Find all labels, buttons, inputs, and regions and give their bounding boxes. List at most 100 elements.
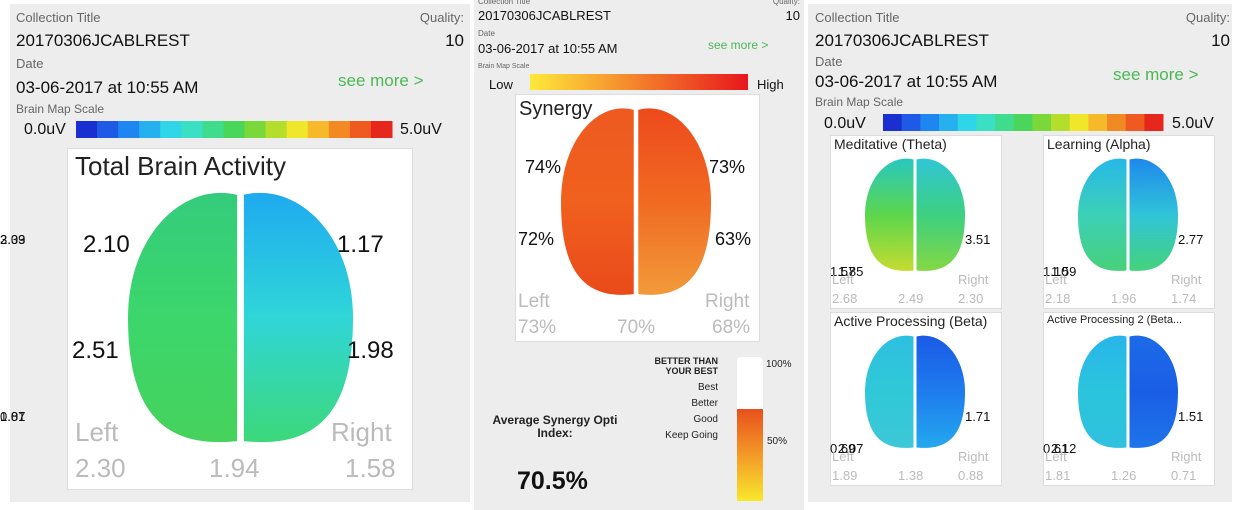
scale-segment — [202, 121, 224, 138]
gauge-level: Better — [691, 398, 718, 409]
scale-segment — [76, 121, 98, 138]
right-label: Right — [331, 417, 392, 447]
left-value: 2.30 — [75, 453, 126, 483]
scale-segment — [1069, 114, 1089, 131]
left-value: 2.68 — [832, 291, 858, 306]
quality: 10 — [445, 31, 464, 50]
bottom-left: 1.71 — [965, 409, 991, 424]
left-value: 1.89 — [832, 468, 858, 483]
label: Date — [478, 29, 495, 38]
gauge-label: 100% — [766, 359, 792, 370]
card-title: Active Processing (Beta) — [834, 313, 988, 329]
center-value: 1.26 — [1111, 468, 1137, 483]
right-label: Right — [958, 449, 989, 464]
right-label: Right — [705, 291, 750, 312]
scale-segment — [223, 121, 246, 138]
right-value: 1.74 — [1171, 291, 1197, 306]
see-more[interactable]: see more > — [708, 38, 769, 52]
scale-segment — [1013, 114, 1033, 131]
gauge-level: Best — [697, 382, 718, 393]
scale-segment — [181, 121, 203, 138]
top-right: 0.69 — [830, 441, 856, 456]
bottom-right: 0.81 — [0, 409, 26, 424]
bottom-right: 3.03 — [0, 232, 26, 247]
scale-segment — [244, 121, 267, 138]
bottom-left: 3.51 — [965, 232, 991, 247]
see-more[interactable]: see more > — [1113, 65, 1199, 84]
top-right: 1.17 — [337, 231, 384, 258]
center-value: 1.38 — [898, 468, 924, 483]
hemisphere — [865, 335, 914, 448]
scale-segment — [307, 121, 330, 138]
label: Quality: — [772, 0, 800, 6]
scale-segment — [349, 121, 372, 138]
scale-segment — [1144, 114, 1164, 131]
color-scale — [530, 74, 748, 90]
left-label: Left — [1045, 272, 1067, 287]
hemisphere — [1078, 158, 1127, 271]
scale-segment — [370, 121, 393, 138]
scale-segment — [1032, 114, 1052, 131]
scale-segment — [901, 114, 921, 131]
center-value: 1.96 — [1111, 291, 1137, 306]
gauge-fill — [737, 409, 763, 501]
scale-segment — [976, 114, 996, 131]
scale-segment — [160, 121, 182, 138]
gauge-label: 50% — [767, 436, 788, 447]
collection-title: 20170306JCABLREST — [16, 31, 190, 50]
scale-segment — [883, 114, 903, 131]
center-value: 2.49 — [898, 291, 924, 306]
top-left: 1.59 — [1051, 264, 1077, 279]
hemisphere — [561, 108, 634, 295]
label: Collection Title — [815, 10, 900, 25]
hemisphere — [243, 192, 353, 443]
bottom-right: 2.39 — [0, 232, 26, 247]
bottom-left: 2.51 — [72, 337, 119, 364]
top-right: 1.57 — [830, 264, 856, 279]
left-value: 73% — [518, 317, 557, 338]
hemisphere — [865, 158, 914, 271]
scale-segment — [957, 114, 977, 131]
scale-min: 0.0uV — [824, 115, 866, 132]
card — [830, 135, 1002, 309]
top-right: 1.10 — [1043, 264, 1069, 279]
card — [1043, 135, 1215, 309]
scale-segment — [1107, 114, 1127, 131]
scale-segment — [939, 114, 959, 131]
scale-max: 5.0uV — [1172, 115, 1214, 132]
right-value: 68% — [712, 317, 751, 338]
left-label: Left — [832, 449, 854, 464]
scale-segment — [1088, 114, 1108, 131]
date: 03-06-2017 at 10:55 AM — [815, 72, 998, 91]
right-value: 0.71 — [1171, 468, 1197, 483]
quality: 10 — [785, 8, 800, 23]
card — [67, 148, 413, 490]
scale-segment — [995, 114, 1015, 131]
right-label: Right — [1171, 272, 1202, 287]
scale-segment — [328, 121, 351, 138]
scale-segment — [265, 121, 288, 138]
hemisphere — [916, 335, 965, 448]
card-title: Meditative (Theta) — [834, 136, 947, 152]
card-title: Synergy — [519, 98, 593, 120]
label: Collection Title — [16, 10, 101, 25]
hemisphere — [1078, 335, 1127, 448]
label: Brain Map Scale — [16, 102, 105, 116]
scale-segment — [286, 121, 309, 138]
scale-min: Low — [489, 77, 513, 92]
label: Quality: — [1185, 10, 1230, 25]
see-more[interactable]: see more > — [338, 71, 424, 90]
bottom-right: 63% — [715, 229, 752, 249]
left-label: Left — [1045, 449, 1067, 464]
card — [1043, 312, 1215, 486]
scale-max: High — [757, 77, 784, 92]
scale-segment — [920, 114, 940, 131]
center-value: 70% — [617, 317, 656, 338]
average-value: 70.5% — [517, 467, 588, 495]
date: 03-06-2017 at 10:55 AM — [16, 78, 199, 97]
right-label: Right — [958, 272, 989, 287]
scale-segment — [97, 121, 119, 138]
hemisphere — [1129, 158, 1178, 271]
hemisphere — [638, 108, 711, 295]
brain-map — [127, 192, 353, 443]
